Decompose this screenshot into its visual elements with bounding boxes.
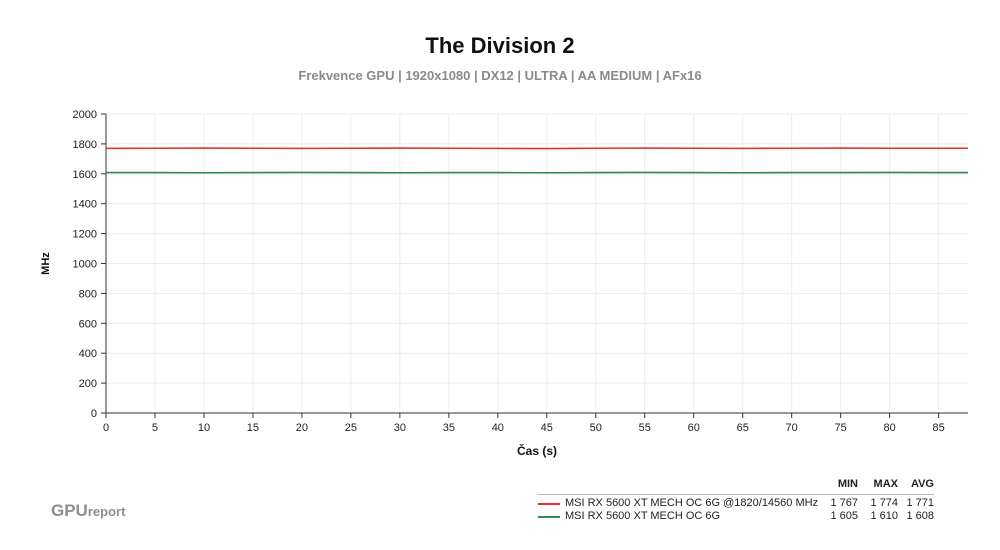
x-tick-label: 35 — [443, 422, 455, 434]
tick-labels: 0 200 400 600 800 1000 1200 1400 1600 1800 2000 0 5 1… — [73, 109, 945, 434]
legend-avg-value: 1 608 — [906, 510, 934, 522]
x-axis-title: Čas (s) — [517, 443, 557, 458]
legend-series-name: MSI RX 5600 XT MECH OC 6G — [565, 510, 721, 522]
x-tick-label: 30 — [394, 422, 406, 434]
y-axis-title: MHz — [40, 252, 52, 275]
legend-min-value: 1 767 — [830, 497, 858, 509]
legend-max-value: 1 774 — [870, 497, 898, 509]
y-tick-label: 600 — [79, 318, 97, 330]
legend-header-min: MIN — [837, 478, 858, 490]
y-tick-label: 2000 — [73, 109, 97, 121]
y-tick-label: 1000 — [73, 259, 97, 271]
x-tick-label: 55 — [639, 422, 651, 434]
gpureport-logo: GPUreport — [51, 501, 125, 521]
series-lines — [105, 147, 968, 174]
legend-header: MIN MAX AVG — [537, 478, 937, 494]
legend-swatch — [538, 516, 560, 518]
y-tick-label: 400 — [79, 348, 97, 360]
x-tick-label: 0 — [103, 422, 109, 434]
legend-swatch — [538, 503, 560, 505]
chart-title: The Division 2 — [425, 33, 575, 58]
legend-min-value: 1 605 — [830, 510, 858, 522]
legend-row: MSI RX 5600 XT MECH OC 6G 1 605 1 610 1 … — [537, 510, 937, 523]
legend-series-name: MSI RX 5600 XT MECH OC 6G @1820/14560 MH… — [565, 497, 819, 509]
x-tick-label: 80 — [884, 422, 896, 434]
y-tick-label: 800 — [79, 288, 97, 300]
x-tick-label: 10 — [198, 422, 210, 434]
legend-divider — [537, 494, 934, 495]
x-tick-label: 70 — [786, 422, 798, 434]
x-tick-label: 40 — [492, 422, 504, 434]
chart-subtitle: Frekvence GPU | 1920x1080 | DX12 | ULTRA… — [298, 68, 702, 83]
legend-header-max: MAX — [873, 478, 898, 490]
x-tick-label: 20 — [296, 422, 308, 434]
x-tick-label: 60 — [688, 422, 700, 434]
x-tick-label: 25 — [345, 422, 357, 434]
logo-strong-text: GPU — [51, 501, 88, 520]
legend-row: MSI RX 5600 XT MECH OC 6G @1820/14560 MH… — [537, 497, 937, 510]
grid-lines — [106, 113, 968, 413]
legend-avg-value: 1 771 — [906, 497, 934, 509]
x-tick-label: 5 — [152, 422, 158, 434]
x-tick-label: 65 — [737, 422, 749, 434]
y-tick-label: 1800 — [73, 139, 97, 151]
x-tick-label: 15 — [247, 422, 259, 434]
legend-header-avg: AVG — [910, 478, 934, 490]
y-tick-label: 1200 — [73, 229, 97, 241]
y-tick-label: 0 — [91, 408, 97, 420]
y-tick-label: 200 — [79, 378, 97, 390]
legend-table: MIN MAX AVG MSI RX 5600 XT MECH OC 6G @1… — [537, 478, 937, 523]
logo-light-text: report — [87, 504, 126, 519]
x-tick-label: 85 — [932, 422, 944, 434]
y-tick-label: 1400 — [73, 199, 97, 211]
x-tick-label: 75 — [835, 422, 847, 434]
x-tick-label: 45 — [541, 422, 553, 434]
legend-max-value: 1 610 — [870, 510, 898, 522]
x-tick-label: 50 — [590, 422, 602, 434]
y-tick-label: 1600 — [73, 169, 97, 181]
